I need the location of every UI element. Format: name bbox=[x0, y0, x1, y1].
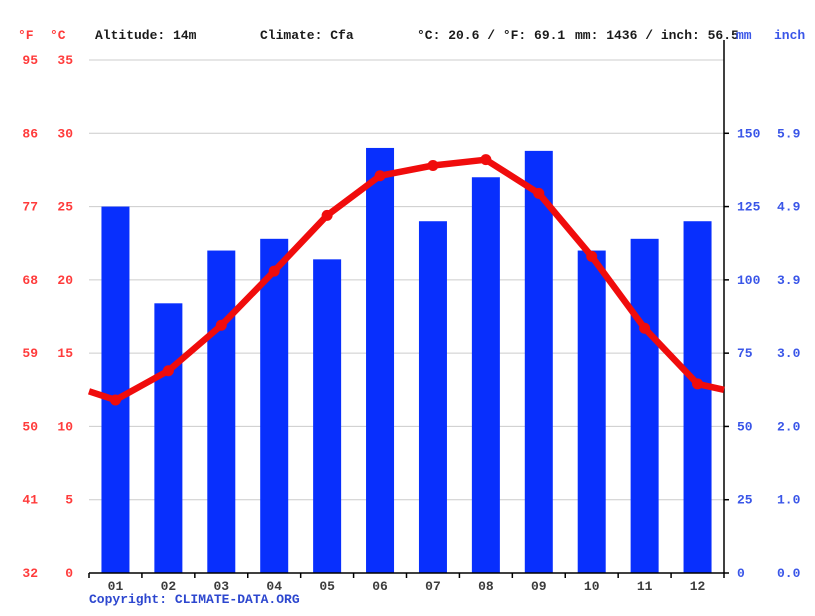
inch-tick-label: 3.9 bbox=[777, 273, 801, 288]
mm-tick-label: 25 bbox=[737, 493, 753, 508]
fahrenheit-tick-label: 41 bbox=[22, 493, 38, 508]
mm-tick-label: 125 bbox=[737, 200, 761, 215]
altitude-label: Altitude: 14m bbox=[95, 28, 197, 43]
temperature-point-11 bbox=[639, 322, 651, 334]
month-label-04: 04 bbox=[266, 579, 282, 594]
month-label-08: 08 bbox=[478, 579, 494, 594]
month-label-05: 05 bbox=[319, 579, 335, 594]
fahrenheit-tick-label: 95 bbox=[22, 53, 38, 68]
precipitation-bar-05 bbox=[313, 259, 342, 573]
month-label-02: 02 bbox=[161, 579, 177, 594]
temperature-point-07 bbox=[427, 160, 439, 172]
mm-axis-title: mm bbox=[736, 28, 752, 43]
celsius-tick-label: 35 bbox=[57, 53, 73, 68]
precipitation-bar-04 bbox=[260, 238, 289, 573]
fahrenheit-tick-label: 86 bbox=[22, 126, 38, 141]
fahrenheit-axis-title: °F bbox=[18, 28, 34, 43]
inch-tick-label: 5.9 bbox=[777, 126, 801, 141]
precipitation-bar-06 bbox=[366, 147, 395, 573]
mm-tick-label: 0 bbox=[737, 566, 745, 581]
precipitation-bar-09 bbox=[524, 150, 553, 574]
mm-tick-label: 75 bbox=[737, 346, 753, 361]
celsius-tick-label: 30 bbox=[57, 126, 73, 141]
precipitation-bar-01 bbox=[101, 206, 130, 574]
mm-tick-label: 50 bbox=[737, 419, 753, 434]
temperature-point-05 bbox=[321, 209, 333, 221]
celsius-tick-label: 0 bbox=[65, 566, 73, 581]
fahrenheit-tick-label: 68 bbox=[22, 273, 38, 288]
temperature-line bbox=[87, 156, 725, 404]
celsius-tick-label: 15 bbox=[57, 346, 73, 361]
inch-tick-label: 0.0 bbox=[777, 566, 801, 581]
celsius-tick-label: 25 bbox=[57, 200, 73, 215]
month-label-10: 10 bbox=[584, 579, 600, 594]
temperature-point-02 bbox=[162, 365, 174, 377]
fahrenheit-tick-label: 77 bbox=[22, 200, 38, 215]
month-label-11: 11 bbox=[637, 579, 653, 594]
celsius-tick-label: 5 bbox=[65, 493, 73, 508]
mm-tick-label: 100 bbox=[737, 273, 761, 288]
temperature-point-12 bbox=[692, 378, 704, 390]
month-label-03: 03 bbox=[213, 579, 229, 594]
temperature-point-10 bbox=[586, 250, 598, 262]
month-label-09: 09 bbox=[531, 579, 547, 594]
month-label-01: 01 bbox=[108, 579, 124, 594]
precipitation-bar-02 bbox=[154, 303, 183, 573]
inch-tick-label: 1.0 bbox=[777, 493, 801, 508]
precipitation-bar-10 bbox=[577, 250, 606, 574]
month-label-12: 12 bbox=[690, 579, 706, 594]
temperature-point-09 bbox=[533, 187, 545, 199]
celsius-tick-label: 20 bbox=[57, 273, 73, 288]
avg-temp-label: °C: 20.6 / °F: 69.1 bbox=[417, 28, 566, 43]
month-label-06: 06 bbox=[372, 579, 388, 594]
climate-label: Climate: Cfa bbox=[260, 28, 354, 43]
fahrenheit-tick-label: 59 bbox=[22, 346, 38, 361]
inch-tick-label: 4.9 bbox=[777, 200, 801, 215]
precipitation-bar-07 bbox=[418, 221, 447, 573]
temperature-point-08 bbox=[480, 154, 492, 166]
precipitation-bar-08 bbox=[471, 177, 500, 573]
temperature-point-04 bbox=[268, 265, 280, 277]
precipitation-bar-12 bbox=[683, 221, 712, 573]
precip-total-label: mm: 1436 / inch: 56.5 bbox=[575, 28, 739, 43]
celsius-axis-title: °C bbox=[50, 28, 66, 43]
inch-tick-label: 3.0 bbox=[777, 346, 801, 361]
temperature-point-06 bbox=[374, 170, 386, 182]
temperature-point-03 bbox=[215, 319, 227, 331]
copyright-link[interactable]: Copyright: CLIMATE-DATA.ORG bbox=[89, 592, 300, 607]
inch-axis-title: inch bbox=[774, 28, 806, 43]
fahrenheit-tick-label: 32 bbox=[22, 566, 38, 581]
mm-tick-label: 150 bbox=[737, 126, 761, 141]
fahrenheit-tick-label: 50 bbox=[22, 419, 38, 434]
precipitation-bar-11 bbox=[630, 238, 659, 573]
precipitation-bar-03 bbox=[207, 250, 236, 574]
month-label-07: 07 bbox=[425, 579, 441, 594]
celsius-tick-label: 10 bbox=[57, 419, 73, 434]
inch-tick-label: 2.0 bbox=[777, 419, 801, 434]
temperature-point-01 bbox=[109, 394, 121, 406]
